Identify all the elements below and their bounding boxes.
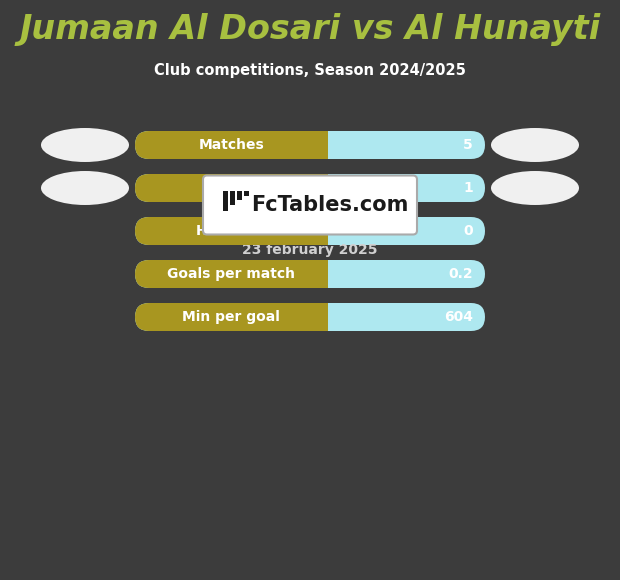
Text: Goals: Goals [210,181,253,195]
Ellipse shape [41,128,129,162]
Ellipse shape [491,128,579,162]
Text: Jumaan Al Dosari vs Al Hunayti: Jumaan Al Dosari vs Al Hunayti [19,13,601,46]
Text: Club competitions, Season 2024/2025: Club competitions, Season 2024/2025 [154,63,466,78]
FancyBboxPatch shape [135,131,485,159]
FancyBboxPatch shape [135,174,485,202]
Bar [244,191,249,196]
Text: Hattricks: Hattricks [195,224,267,238]
Text: FcTables.com: FcTables.com [251,195,409,215]
Ellipse shape [41,171,129,205]
Bar [327,131,342,159]
FancyBboxPatch shape [135,174,342,202]
FancyBboxPatch shape [135,217,485,245]
Text: 604: 604 [444,310,473,324]
Text: 0.2: 0.2 [448,267,473,281]
Bar [327,174,342,202]
Bar [230,191,235,205]
FancyBboxPatch shape [135,217,342,245]
FancyBboxPatch shape [203,176,417,234]
Text: Matches: Matches [198,138,264,152]
Ellipse shape [491,171,579,205]
Bar [223,191,228,211]
FancyBboxPatch shape [135,303,485,331]
Bar [237,191,242,200]
FancyBboxPatch shape [135,131,342,159]
Bar [327,260,342,288]
Text: 1: 1 [463,181,473,195]
Bar [327,217,342,245]
FancyBboxPatch shape [135,260,485,288]
FancyBboxPatch shape [135,260,342,288]
FancyBboxPatch shape [135,303,342,331]
Text: Goals per match: Goals per match [167,267,295,281]
Text: 0: 0 [463,224,473,238]
Bar [327,303,342,331]
Text: Min per goal: Min per goal [182,310,280,324]
Text: 23 february 2025: 23 february 2025 [242,243,378,257]
Text: 5: 5 [463,138,473,152]
